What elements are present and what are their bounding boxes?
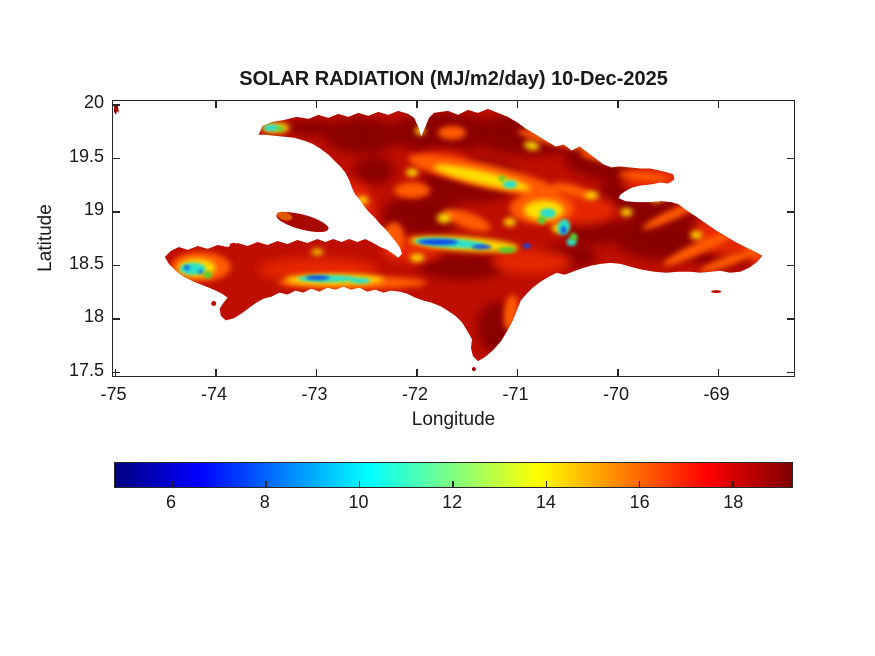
x-tick-label: -74 [200, 384, 227, 404]
y-tick-label: 20 [83, 92, 104, 112]
colorbar-tick-mark [732, 481, 734, 487]
colorbar-tick-mark [545, 481, 548, 487]
colorbar-tick-label: 6 [165, 492, 176, 512]
colorbar-tick-mark [358, 481, 361, 487]
colorbar-tick-mark [171, 481, 174, 487]
hispaniola-heatmap-svg [113, 103, 763, 372]
colorbar-tick-label: 12 [442, 492, 463, 512]
colorbar-tick-label: 14 [535, 492, 556, 512]
y-tick-mark [787, 211, 794, 213]
colorbar-tick-label: 8 [259, 492, 270, 512]
x-tick-mark [717, 101, 719, 108]
y-tick-label: 19.5 [68, 145, 104, 166]
y-tick-mark [787, 318, 794, 320]
y-axis-label: Latitude [35, 204, 56, 272]
x-tick-mark [516, 101, 518, 108]
x-tick-mark [315, 369, 317, 376]
y-tick-mark [113, 264, 120, 266]
gonave-island [276, 211, 329, 233]
y-tick-label: 17.5 [68, 359, 104, 380]
x-tick-mark [215, 369, 217, 376]
x-tick-mark [416, 369, 418, 376]
colorbar-tick-mark [638, 481, 641, 487]
hispaniola-landmass [164, 108, 763, 362]
beata-islet [471, 367, 476, 372]
colorbar-tick-mark [265, 481, 267, 487]
y-tick-mark [787, 157, 794, 159]
cayemite-islet [229, 242, 238, 247]
colorbar-tick-mark [452, 481, 454, 487]
colorbar-tick-label: 10 [348, 492, 369, 512]
x-tick-mark [617, 101, 619, 108]
x-tick-label: -73 [301, 384, 328, 404]
y-tick-mark [787, 264, 794, 266]
plot-title: SOLAR RADIATION (MJ/m2/day) 10-Dec-2025 [239, 68, 668, 90]
y-tick-mark [113, 318, 120, 320]
x-tick-label: -72 [401, 384, 428, 404]
x-tick-label: -70 [602, 384, 629, 404]
x-tick-label: -75 [100, 384, 127, 404]
y-tick-mark [113, 157, 120, 159]
x-tick-label: -71 [502, 384, 529, 404]
plot-area [112, 100, 795, 377]
radiation-field-green-spots [203, 125, 578, 279]
saona-island [711, 290, 722, 294]
colorbar-tick-label: 18 [723, 492, 744, 512]
y-tick-mark [113, 371, 120, 373]
y-tick-mark [113, 104, 120, 106]
x-axis-label: Longitude [411, 409, 496, 430]
corner-land-fragment [113, 103, 119, 115]
ile-a-vache [211, 301, 217, 307]
x-tick-label: -69 [703, 384, 730, 404]
colorbar-tick-label: 16 [629, 492, 650, 512]
y-tick-label: 19 [83, 199, 104, 219]
x-tick-mark [717, 369, 719, 376]
x-tick-mark [617, 369, 619, 376]
y-tick-mark [787, 371, 794, 373]
x-tick-mark [516, 369, 518, 376]
x-tick-mark [416, 101, 418, 108]
y-tick-label: 18 [83, 306, 104, 326]
radiation-field-blue-minima [184, 226, 567, 280]
y-tick-label: 18.5 [68, 252, 104, 273]
y-tick-mark [113, 211, 120, 213]
x-tick-mark [215, 101, 217, 108]
colorbar [114, 462, 793, 488]
x-tick-mark [315, 101, 317, 108]
